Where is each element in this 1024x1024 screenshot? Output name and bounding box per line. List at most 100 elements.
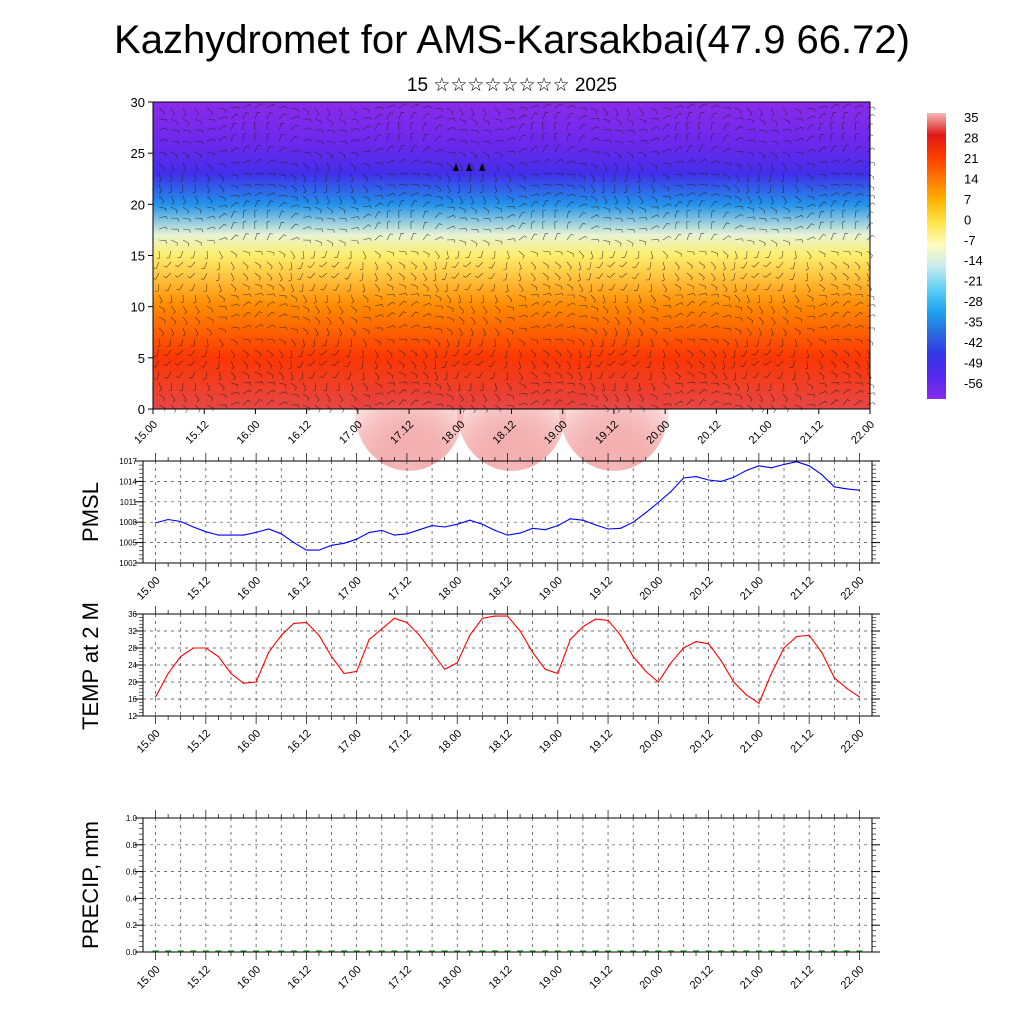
- wind-barb: [566, 349, 573, 358]
- wind-barb: [482, 107, 487, 117]
- wind-barb: [323, 173, 328, 182]
- data-point: [695, 476, 697, 478]
- wind-barb: [566, 112, 574, 120]
- wind-barb: [638, 217, 648, 221]
- wind-barb: [722, 134, 730, 142]
- x-tick-label: 15.00: [135, 575, 163, 603]
- wind-barb: [422, 194, 432, 198]
- wind-barb: [170, 151, 178, 159]
- wind-barb: [386, 233, 394, 241]
- wind-barb: [650, 225, 660, 230]
- wind-barb: [242, 324, 252, 329]
- wind-barb: [374, 184, 382, 191]
- wind-barb: [458, 206, 466, 213]
- wind-barb: [722, 304, 732, 308]
- wind-barb: [770, 305, 776, 315]
- x-tick-label: 21.12: [788, 964, 816, 992]
- wind-barb: [794, 173, 799, 183]
- wind-barb: [386, 250, 395, 257]
- wind-barb: [866, 314, 876, 318]
- wind-barb: [254, 172, 264, 176]
- wind-barb: [194, 206, 202, 214]
- wind-barb: [758, 140, 767, 145]
- x-tick-label: 21.00: [738, 575, 766, 603]
- wind-barbs: [152, 103, 876, 414]
- wind-barb: [602, 107, 608, 117]
- wind-barb: [194, 239, 202, 246]
- precip-bar: [290, 950, 297, 952]
- data-point: [833, 486, 835, 488]
- x-tick-label: 21.12: [788, 575, 816, 603]
- wind-barb: [578, 327, 587, 333]
- wind-barb: [554, 360, 561, 369]
- data-point: [444, 668, 446, 670]
- wind-barb: [398, 324, 408, 329]
- wind-barb: [445, 250, 449, 260]
- wind-barb: [386, 192, 396, 197]
- wind-barb: [674, 250, 682, 257]
- wind-barb: [722, 360, 726, 370]
- precip-bar: [730, 950, 737, 952]
- wind-barb: [446, 126, 456, 131]
- wind-barb: [842, 283, 850, 290]
- wind-barb: [290, 250, 296, 260]
- wind-barb: [254, 349, 262, 357]
- wind-barb: [290, 173, 297, 182]
- wind-barb: [866, 402, 876, 406]
- wind-barb: [554, 121, 558, 131]
- wind-barb: [782, 393, 788, 403]
- wind-barb: [434, 382, 442, 390]
- wind-barb: [698, 324, 708, 329]
- x-tick-label: 22.00: [839, 728, 867, 756]
- wind-barb: [566, 283, 574, 291]
- wind-barb: [254, 132, 258, 142]
- wind-barb: [489, 371, 496, 380]
- wind-barb: [626, 206, 634, 214]
- data-point: [695, 641, 697, 643]
- wind-barb: [650, 238, 660, 243]
- y-tick-label: 32: [128, 627, 137, 636]
- wind-barb: [494, 162, 500, 172]
- wind-barb: [854, 122, 859, 131]
- wind-barb: [542, 209, 546, 219]
- wind-barb: [758, 118, 766, 126]
- wind-barb: [174, 360, 184, 366]
- wind-barb: [830, 283, 838, 290]
- wind-barb: [794, 294, 800, 304]
- precip-bar: [655, 950, 662, 952]
- wind-barb: [734, 150, 744, 155]
- wind-barb: [362, 316, 371, 321]
- wind-barb: [350, 195, 357, 204]
- wind-barb: [732, 371, 737, 381]
- wind-barb: [730, 272, 736, 281]
- wind-barb: [830, 389, 840, 395]
- wind-barb: [344, 272, 352, 280]
- wind-barb: [297, 360, 304, 368]
- wind-barb: [326, 118, 334, 126]
- precip-bar: [806, 950, 813, 952]
- wind-barb: [530, 145, 539, 153]
- data-point: [318, 549, 320, 551]
- wind-barb: [830, 324, 840, 329]
- wind-barb: [578, 403, 588, 407]
- wind-barb: [566, 371, 573, 380]
- wind-barb: [314, 327, 319, 337]
- wind-barb: [434, 173, 442, 181]
- wind-barb: [479, 173, 484, 183]
- wind-barb: [206, 206, 215, 212]
- wind-barb: [602, 140, 612, 144]
- wind-barb: [854, 112, 862, 120]
- wind-barb: [308, 371, 316, 379]
- x-tick-label: 20.12: [688, 728, 716, 756]
- precip-bar: [416, 950, 423, 952]
- wind-barb: [170, 228, 179, 233]
- wind-barb: [314, 129, 324, 133]
- wind-barb: [518, 327, 527, 332]
- wind-barb: [182, 239, 190, 247]
- wind-barb: [566, 193, 576, 197]
- chart-subtitle: 15 ☆☆☆☆☆☆☆☆ 2025: [406, 75, 618, 96]
- wind-barb: [698, 233, 705, 241]
- wind-barb: [830, 184, 840, 188]
- wind-barb: [216, 349, 221, 359]
- data-point: [368, 531, 370, 534]
